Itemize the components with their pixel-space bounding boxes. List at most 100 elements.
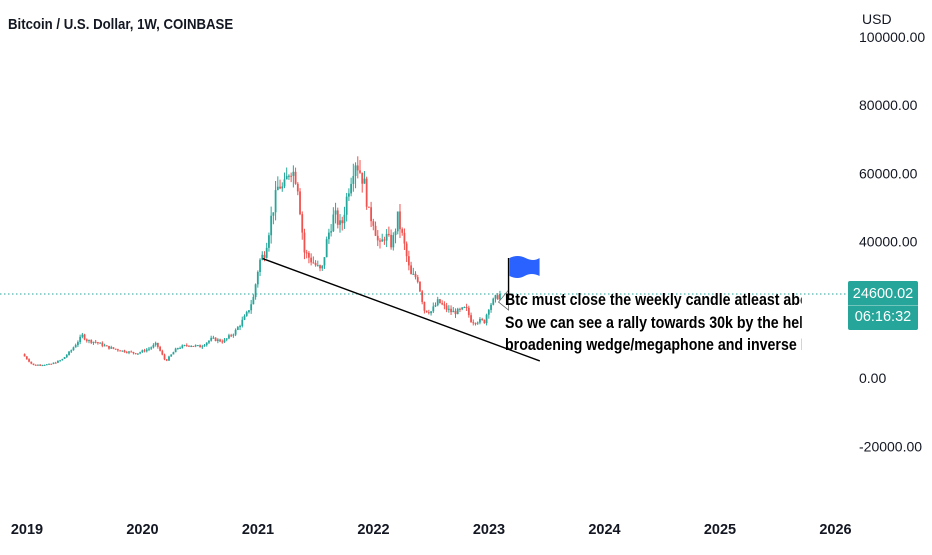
candle	[405, 243, 408, 257]
x-tick-label: 2026	[819, 522, 851, 538]
candle	[376, 235, 379, 241]
candle	[125, 352, 128, 354]
candle	[103, 345, 106, 347]
candle	[114, 348, 117, 350]
candle	[70, 350, 73, 352]
annotation-text[interactable]: Btc must close the weekly candle atleast…	[505, 289, 802, 357]
candle	[232, 334, 235, 336]
candle	[57, 360, 59, 363]
candle	[434, 305, 437, 307]
candle	[419, 281, 421, 292]
candle	[134, 353, 137, 355]
candle	[230, 335, 233, 337]
candle	[259, 259, 261, 272]
candle	[441, 303, 444, 305]
candle	[59, 360, 62, 362]
candle	[83, 334, 86, 340]
candle	[347, 193, 350, 197]
candle	[54, 362, 57, 364]
candle	[163, 354, 166, 360]
candle	[385, 233, 388, 241]
candle	[183, 345, 186, 347]
y-tick-label: 100000.00	[859, 29, 925, 45]
candle	[208, 340, 210, 343]
candle	[427, 312, 430, 314]
flag-banner	[509, 256, 540, 278]
candle-countdown: 06:16:32	[854, 309, 912, 325]
candle	[23, 354, 26, 357]
candle	[161, 350, 164, 355]
annotation-line: broadening wedge/megaphone and inverse H…	[505, 336, 802, 354]
candle	[85, 339, 88, 342]
candle	[112, 347, 115, 349]
candle	[467, 307, 470, 316]
candle	[48, 363, 50, 365]
annotation-line: So we can see a rally towards 30k by the…	[505, 313, 802, 332]
candle	[452, 310, 455, 313]
candle	[156, 342, 159, 347]
candle	[105, 345, 108, 347]
candle	[65, 354, 68, 358]
candle	[90, 340, 93, 343]
candle	[34, 364, 37, 366]
candle	[474, 323, 477, 325]
candle	[128, 351, 130, 353]
candle	[336, 210, 339, 225]
candle	[334, 210, 337, 215]
annotation-line: Btc must close the weekly candle atleast…	[505, 291, 802, 309]
candle	[330, 231, 333, 233]
candle	[392, 235, 395, 248]
candle	[81, 334, 84, 337]
trendline[interactable]	[262, 257, 541, 362]
candle	[450, 308, 452, 313]
candle	[299, 191, 301, 215]
candle	[443, 304, 446, 306]
flag-icon[interactable]	[507, 256, 540, 300]
candle	[396, 211, 399, 232]
x-tick-label: 2021	[242, 522, 274, 538]
y-tick-label: 0.00	[859, 370, 886, 386]
candle	[188, 345, 190, 347]
candle	[279, 186, 281, 189]
candle	[319, 265, 321, 269]
candle	[365, 178, 368, 207]
callout-pointer	[497, 288, 509, 311]
candle	[94, 341, 97, 343]
candle	[79, 336, 82, 343]
candle	[316, 265, 319, 267]
candle	[245, 312, 248, 316]
badge-divider	[848, 305, 918, 306]
x-tick-label: 2022	[357, 522, 389, 538]
candle	[323, 257, 326, 266]
candle	[248, 310, 250, 313]
candle	[387, 233, 390, 235]
candle	[352, 175, 355, 184]
candle	[476, 322, 479, 324]
candle	[216, 339, 219, 342]
candle	[234, 329, 237, 335]
candle	[101, 342, 104, 346]
candle	[212, 337, 215, 339]
candle	[399, 211, 401, 230]
candle	[199, 345, 201, 348]
candle	[185, 345, 188, 347]
y-tick-label: 60000.00	[859, 165, 918, 181]
candle	[52, 362, 55, 364]
candle	[390, 234, 392, 248]
candle	[276, 186, 279, 191]
candle	[214, 337, 217, 342]
candle	[219, 339, 221, 342]
candle	[72, 347, 75, 351]
candle	[205, 342, 208, 346]
candle	[367, 206, 370, 208]
candle	[374, 225, 377, 236]
candle	[61, 358, 64, 361]
candle	[261, 254, 264, 260]
candle	[412, 273, 415, 275]
candle	[339, 220, 341, 225]
candle	[150, 347, 153, 349]
candle	[239, 325, 241, 328]
candle	[210, 337, 213, 341]
